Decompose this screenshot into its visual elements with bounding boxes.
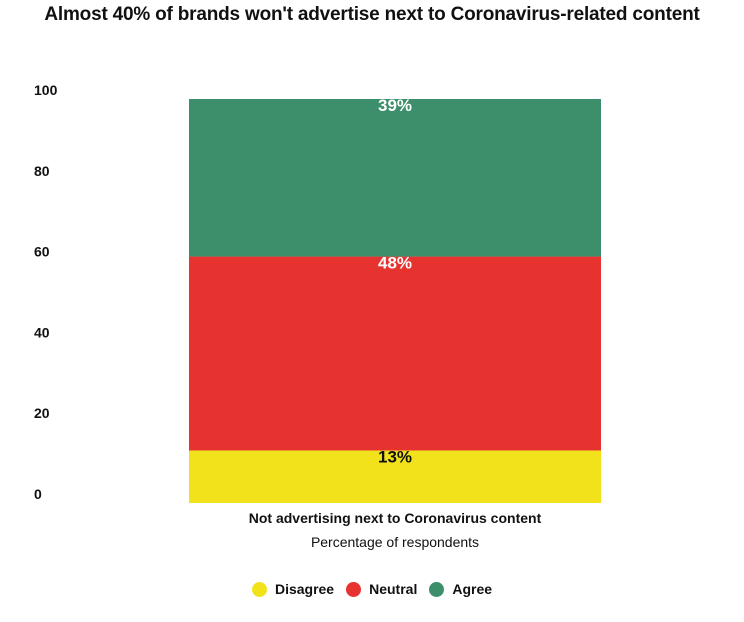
legend-item-neutral[interactable]: Neutral (346, 581, 417, 597)
legend-swatch-neutral (346, 581, 362, 597)
legend-swatch-disagree (251, 581, 267, 597)
y-tick-label-20: 20 (34, 405, 50, 421)
data-label-agree: 39% (378, 96, 412, 115)
data-label-disagree: 13% (378, 447, 412, 466)
chart-title: Almost 40% of brands won't advertise nex… (44, 4, 700, 25)
y-tick-label-60: 60 (34, 244, 50, 260)
bar-segment-neutral[interactable] (189, 256, 601, 451)
y-tick-label-80: 80 (34, 163, 50, 179)
stacked-bar (189, 99, 601, 503)
y-tick-label-40: 40 (34, 324, 50, 340)
legend-swatch-agree (429, 581, 445, 597)
legend-item-disagree[interactable]: Disagree (251, 581, 335, 597)
data-labels: 13% 48% 39% (378, 96, 412, 466)
bar-segment-agree[interactable] (189, 99, 601, 257)
data-label-neutral: 48% (378, 254, 412, 273)
y-tick-label-100: 100 (34, 82, 58, 98)
legend-label-disagree: Disagree (274, 581, 335, 597)
legend: Disagree Neutral Agree (0, 581, 744, 597)
legend-label-neutral: Neutral (369, 581, 418, 597)
x-axis-label: Percentage of respondents (310, 534, 480, 550)
y-axis-ticks: 0 20 40 60 80 100 (34, 82, 58, 502)
y-tick-label-0: 0 (34, 486, 42, 502)
legend-item-agree[interactable]: Agree (429, 581, 492, 597)
bar-segment-disagree[interactable] (189, 450, 601, 503)
x-category-label: Not advertising next to Coronavirus cont… (248, 510, 542, 526)
legend-label-agree: Agree (452, 581, 493, 597)
